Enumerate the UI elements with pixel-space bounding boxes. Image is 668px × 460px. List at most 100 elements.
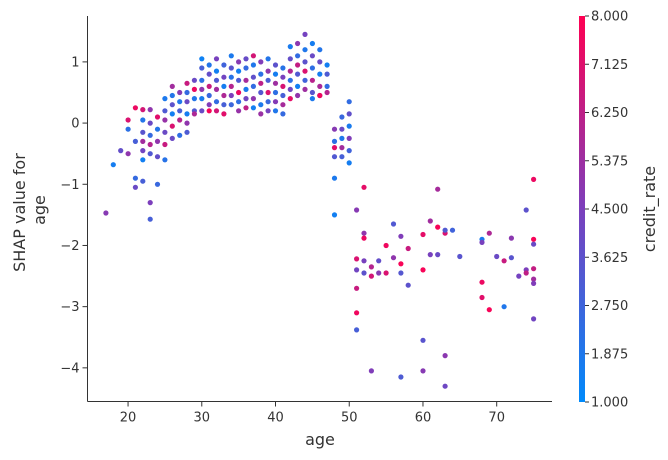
scatter-point	[199, 86, 205, 92]
scatter-point	[523, 207, 529, 213]
scatter-point	[287, 56, 293, 62]
scatter-point	[420, 231, 426, 238]
colorbar	[579, 16, 585, 402]
scatter-point	[331, 175, 338, 181]
scatter-point	[206, 71, 212, 77]
scatter-point	[354, 285, 360, 291]
scatter-point	[184, 111, 190, 117]
scatter-point	[287, 68, 293, 74]
scatter-point	[398, 233, 404, 239]
scatter-point	[221, 111, 227, 117]
scatter-point	[147, 107, 153, 113]
scatter-point	[368, 368, 374, 374]
scatter-point	[398, 261, 404, 267]
scatter-point	[140, 129, 146, 135]
scatter-point	[346, 135, 352, 141]
scatter-point	[331, 138, 338, 144]
scatter-point	[140, 148, 146, 154]
scatter-point	[236, 99, 242, 105]
scatter-point	[250, 74, 256, 80]
x-tick-label: 50	[341, 411, 358, 426]
scatter-point	[258, 71, 264, 77]
scatter-point	[361, 258, 367, 264]
scatter-point	[125, 126, 131, 132]
scatter-point	[184, 89, 190, 96]
scatter-point	[213, 108, 220, 114]
y-tick-label: 0	[71, 117, 79, 132]
scatter-point	[236, 108, 242, 114]
scatter-point	[501, 258, 507, 264]
scatter-point	[236, 59, 242, 65]
scatter-point	[140, 157, 146, 163]
scatter-point	[265, 89, 271, 96]
scatter-point	[368, 264, 374, 270]
scatter-point	[221, 102, 227, 108]
scatter-point	[361, 184, 367, 190]
scatter-point	[302, 86, 308, 92]
scatter-point	[236, 68, 242, 74]
scatter-point	[531, 241, 537, 247]
colorbar-tick-label: 2.750	[591, 299, 628, 314]
scatter-point	[531, 236, 537, 242]
scatter-point	[206, 108, 212, 114]
scatter-point	[184, 129, 190, 135]
scatter-point	[427, 218, 433, 224]
scatter-point	[479, 279, 485, 285]
scatter-point	[457, 253, 463, 260]
scatter-point	[162, 129, 168, 135]
colorbar-ticks: 1.000 1.875 2.750 3.625 4.500 5.375 6.250 7.125…	[585, 10, 628, 411]
scatter-point	[280, 65, 286, 71]
scatter-point	[346, 111, 352, 117]
scatter-point	[398, 270, 404, 276]
x-tick-label: 40	[267, 411, 284, 426]
y-axis-label: SHAP value for age	[10, 148, 49, 272]
scatter-point	[191, 111, 197, 117]
scatter-point	[309, 53, 315, 59]
scatter-point	[250, 96, 256, 102]
scatter-point	[442, 383, 448, 389]
scatter-point	[390, 221, 397, 227]
scatter-point	[191, 96, 197, 102]
x-axis-ticks: 20 30 40 50 60 70	[120, 401, 505, 426]
y-tick-label: −4	[60, 361, 79, 376]
scatter-point	[162, 117, 168, 123]
scatter-point	[169, 135, 175, 141]
scatter-point	[531, 176, 537, 182]
colorbar-tick-label: 7.125	[591, 58, 628, 73]
scatter-point	[354, 310, 360, 316]
scatter-point	[206, 62, 212, 68]
scatter-point	[317, 92, 323, 99]
scatter-point	[435, 186, 441, 192]
scatter-point	[361, 270, 367, 276]
scatter-point	[154, 138, 161, 144]
scatter-point	[258, 80, 264, 86]
scatter-point	[177, 117, 183, 123]
scatter-point	[331, 212, 338, 218]
scatter-point	[354, 256, 360, 262]
scatter-point	[531, 316, 537, 322]
scatter-point	[420, 267, 426, 273]
scatter-point	[199, 108, 205, 114]
scatter-point	[339, 154, 345, 160]
y-tick-label: −3	[60, 300, 79, 315]
scatter-point	[243, 56, 249, 62]
scatter-point	[154, 181, 161, 187]
scatter-point	[140, 107, 146, 113]
scatter-point	[243, 65, 249, 71]
scatter-point	[331, 154, 338, 160]
scatter-point	[221, 92, 227, 99]
scatter-point	[295, 71, 301, 77]
scatter-point	[213, 86, 220, 92]
scatter-points	[103, 31, 537, 389]
scatter-point	[309, 40, 315, 47]
scatter-point	[154, 154, 161, 160]
scatter-point	[324, 89, 330, 96]
scatter-point	[309, 96, 315, 102]
scatter-point	[435, 224, 441, 230]
scatter-point	[295, 53, 301, 59]
scatter-point	[147, 200, 153, 206]
scatter-point	[169, 92, 175, 99]
scatter-point	[449, 227, 456, 233]
scatter-point	[280, 74, 286, 80]
